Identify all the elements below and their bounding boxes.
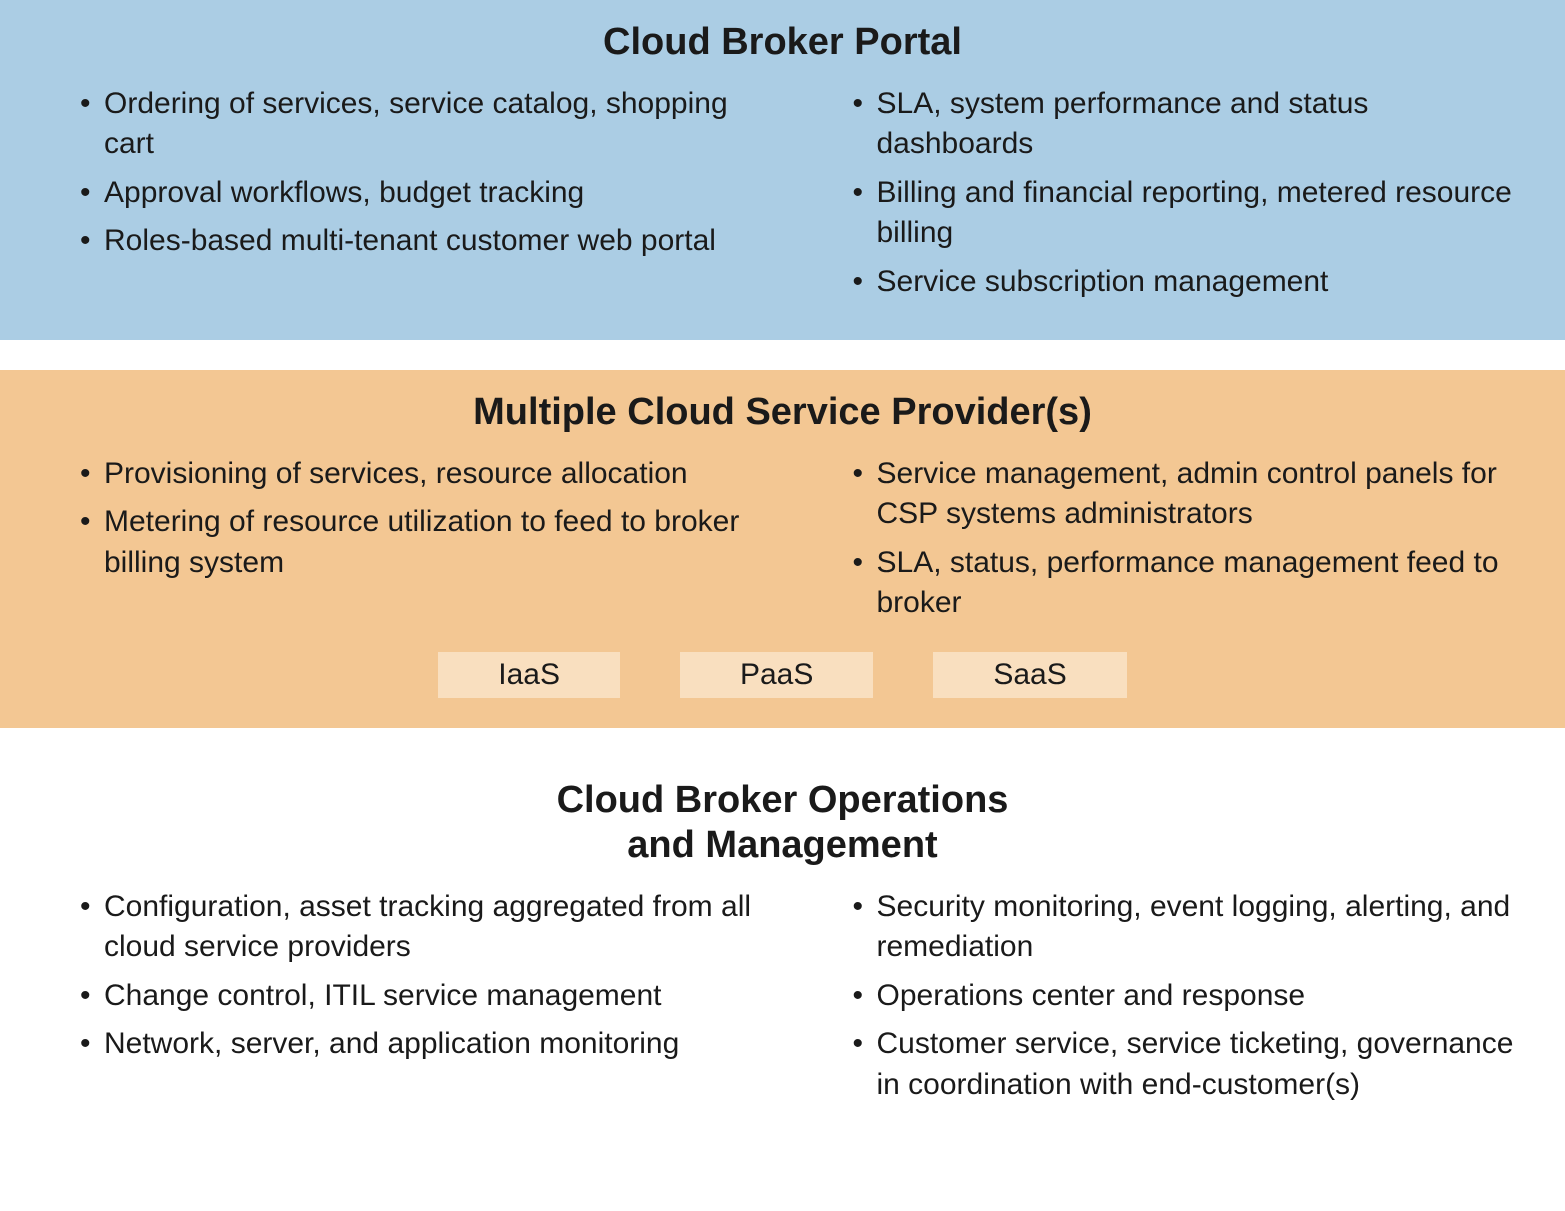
ops-left-list: Configuration, asset tracking aggregated… (40, 887, 753, 1065)
list-item: Provisioning of services, resource alloc… (80, 454, 753, 495)
list-item: Operations center and response (853, 976, 1526, 1017)
portal-right-list: SLA, system performance and status dashb… (813, 84, 1526, 303)
list-item: Configuration, asset tracking aggregated… (80, 887, 753, 968)
service-tag: PaaS (680, 652, 873, 698)
gap-2 (0, 728, 1565, 758)
panel-ops-right: Security monitoring, event logging, aler… (813, 887, 1526, 1114)
panel-csp-title: Multiple Cloud Service Provider(s) (40, 390, 1525, 436)
csp-right-list: Service management, admin control panels… (813, 454, 1526, 624)
list-item: Change control, ITIL service management (80, 976, 753, 1017)
list-item: Approval workflows, budget tracking (80, 173, 753, 214)
list-item: Service subscription management (853, 262, 1526, 303)
csp-tags: IaaS PaaS SaaS (40, 652, 1525, 698)
panel-ops-title: Cloud Broker Operations and Management (40, 778, 1525, 869)
panel-ops-title-line2: and Management (627, 824, 937, 866)
panel-csp-right: Service management, admin control panels… (813, 454, 1526, 632)
service-tag: IaaS (438, 652, 620, 698)
service-tag: SaaS (933, 652, 1126, 698)
panel-ops-left: Configuration, asset tracking aggregated… (40, 887, 753, 1114)
list-item: Metering of resource utilization to feed… (80, 502, 753, 583)
csp-left-list: Provisioning of services, resource alloc… (40, 454, 753, 584)
panel-portal: Cloud Broker Portal Ordering of services… (0, 0, 1565, 340)
list-item: Security monitoring, event logging, aler… (853, 887, 1526, 968)
panel-csp-left: Provisioning of services, resource alloc… (40, 454, 753, 632)
panel-portal-right: SLA, system performance and status dashb… (813, 84, 1526, 311)
list-item: Customer service, service ticketing, gov… (853, 1024, 1526, 1105)
list-item: Roles-based multi-tenant customer web po… (80, 221, 753, 262)
panel-portal-columns: Ordering of services, service catalog, s… (40, 84, 1525, 311)
list-item: Service management, admin control panels… (853, 454, 1526, 535)
portal-left-list: Ordering of services, service catalog, s… (40, 84, 753, 262)
panel-ops-title-line1: Cloud Broker Operations (557, 779, 1009, 821)
list-item: SLA, status, performance management feed… (853, 543, 1526, 624)
list-item: SLA, system performance and status dashb… (853, 84, 1526, 165)
panel-csp: Multiple Cloud Service Provider(s) Provi… (0, 370, 1565, 728)
ops-right-list: Security monitoring, event logging, aler… (813, 887, 1526, 1106)
panel-csp-columns: Provisioning of services, resource alloc… (40, 454, 1525, 632)
list-item: Ordering of services, service catalog, s… (80, 84, 753, 165)
list-item: Billing and financial reporting, metered… (853, 173, 1526, 254)
panel-portal-title: Cloud Broker Portal (40, 20, 1525, 66)
panel-ops-columns: Configuration, asset tracking aggregated… (40, 887, 1525, 1114)
list-item: Network, server, and application monitor… (80, 1024, 753, 1065)
panel-portal-left: Ordering of services, service catalog, s… (40, 84, 753, 311)
panel-ops: Cloud Broker Operations and Management C… (0, 758, 1565, 1144)
gap-1 (0, 340, 1565, 370)
